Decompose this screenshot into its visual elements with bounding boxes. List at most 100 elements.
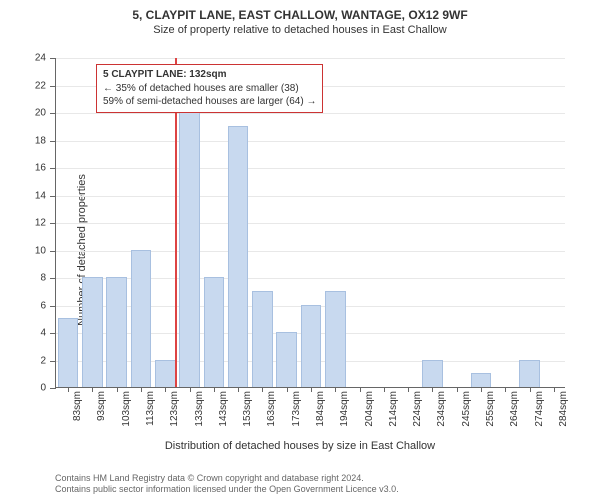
bar [301,305,322,388]
bar [106,277,127,387]
y-tick-label: 0 [40,383,46,394]
x-tick-label: 274sqm [534,391,545,427]
bar [228,126,249,387]
gridline [56,223,565,224]
x-tick-label: 123sqm [169,391,180,427]
y-tick-label: 16 [35,163,46,174]
y-tick [50,278,56,279]
x-tick [360,387,361,392]
x-tick-label: 153sqm [242,391,253,427]
y-tick [50,113,56,114]
x-tick-label: 234sqm [436,391,447,427]
x-tick [335,387,336,392]
y-tick [50,306,56,307]
x-tick-label: 93sqm [96,391,107,421]
y-tick [50,196,56,197]
bar [82,277,103,387]
gridline [56,58,565,59]
y-tick-label: 8 [40,273,46,284]
bar [58,318,79,387]
x-tick [530,387,531,392]
x-tick [117,387,118,392]
x-tick-label: 173sqm [291,391,302,427]
y-tick [50,388,56,389]
gridline [56,196,565,197]
x-tick [408,387,409,392]
bar [204,277,225,387]
y-tick [50,223,56,224]
x-tick-label: 163sqm [266,391,277,427]
x-tick-label: 83sqm [72,391,83,421]
chart-container: 5, CLAYPIT LANE, EAST CHALLOW, WANTAGE, … [0,0,600,500]
x-tick [92,387,93,392]
y-tick-label: 4 [40,328,46,339]
x-tick [505,387,506,392]
x-tick-label: 103sqm [121,391,132,427]
y-tick-label: 22 [35,80,46,91]
bar [519,360,540,388]
y-tick-label: 18 [35,135,46,146]
bar [422,360,443,388]
y-tick [50,168,56,169]
info-box-title: 5 CLAYPIT LANE: 132sqm [103,68,316,82]
x-tick [554,387,555,392]
x-tick-label: 184sqm [315,391,326,427]
bar [276,332,297,387]
chart-title-sub: Size of property relative to detached ho… [0,22,600,36]
x-axis-label: Distribution of detached houses by size … [0,440,600,452]
bar [325,291,346,387]
x-tick [68,387,69,392]
x-tick-label: 113sqm [145,391,156,426]
x-tick [165,387,166,392]
y-tick-label: 2 [40,355,46,366]
bar [155,360,176,388]
footer-line2: Contains public sector information licen… [55,484,399,496]
chart-title-main: 5, CLAYPIT LANE, EAST CHALLOW, WANTAGE, … [0,0,600,22]
x-tick-label: 143sqm [218,391,229,427]
x-tick [287,387,288,392]
x-tick [457,387,458,392]
x-tick-label: 245sqm [461,391,472,427]
x-tick [432,387,433,392]
y-tick [50,141,56,142]
y-tick [50,333,56,334]
x-tick-label: 284sqm [558,391,569,427]
info-box: 5 CLAYPIT LANE: 132sqm ← 35% of detached… [96,64,323,113]
x-tick [141,387,142,392]
x-tick [190,387,191,392]
x-tick-label: 214sqm [388,391,399,427]
x-tick-label: 204sqm [364,391,375,427]
bar [131,250,152,388]
x-tick-label: 255sqm [485,391,496,427]
x-tick-label: 264sqm [509,391,520,427]
x-tick [238,387,239,392]
footer-line1: Contains HM Land Registry data © Crown c… [55,473,399,485]
info-box-line2: ← 35% of detached houses are smaller (38… [103,82,316,96]
bar [471,373,492,387]
y-tick [50,361,56,362]
y-tick-label: 10 [35,245,46,256]
x-tick [481,387,482,392]
x-tick [384,387,385,392]
y-tick-label: 24 [35,53,46,64]
bar [179,112,200,387]
plot-area: 02468101214161820222483sqm93sqm103sqm113… [55,58,565,388]
bar [252,291,273,387]
info-box-line3: 59% of semi-detached houses are larger (… [103,95,316,109]
x-tick-label: 194sqm [339,391,350,427]
y-tick-label: 12 [35,218,46,229]
x-tick [262,387,263,392]
footer-attribution: Contains HM Land Registry data © Crown c… [55,473,399,496]
y-tick-label: 20 [35,108,46,119]
x-tick [311,387,312,392]
gridline [56,168,565,169]
x-tick-label: 224sqm [412,391,423,427]
y-tick-label: 14 [35,190,46,201]
x-tick [214,387,215,392]
gridline [56,141,565,142]
y-tick [50,251,56,252]
x-tick-label: 133sqm [194,391,205,427]
y-tick [50,58,56,59]
y-tick [50,86,56,87]
gridline [56,113,565,114]
